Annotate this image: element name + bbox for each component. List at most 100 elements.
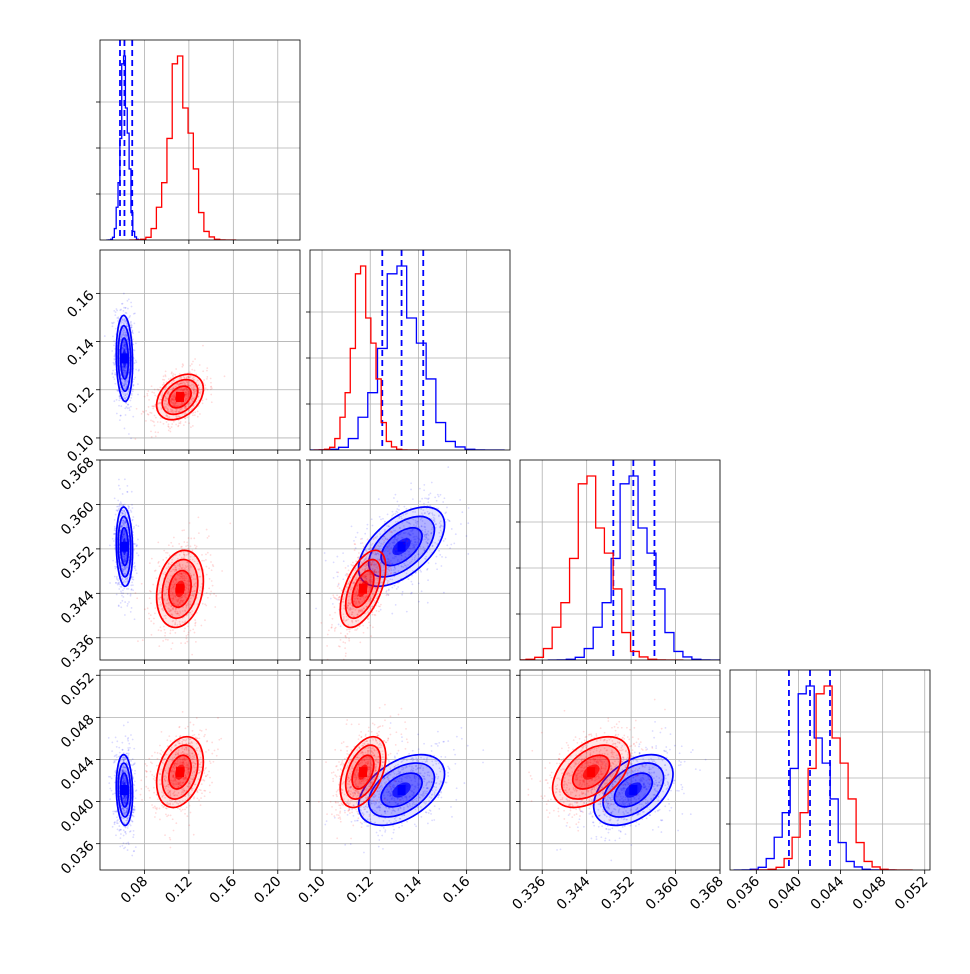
scatter-point	[129, 831, 131, 833]
scatter-point	[121, 742, 123, 744]
scatter-point	[120, 590, 122, 592]
scatter-point	[468, 507, 470, 509]
scatter-point	[151, 391, 153, 393]
scatter-point	[128, 754, 130, 756]
scatter-point	[111, 350, 113, 352]
scatter-point	[135, 360, 137, 362]
scatter-point	[383, 540, 385, 542]
scatter-point	[122, 592, 124, 594]
scatter-point	[117, 500, 119, 502]
scatter-point	[339, 646, 341, 648]
scatter-point	[372, 614, 374, 616]
scatter-point	[184, 642, 186, 644]
scatter-point	[365, 544, 367, 546]
scatter-point	[340, 632, 342, 634]
scatter-point	[421, 498, 423, 500]
scatter-point	[410, 581, 412, 583]
scatter-point	[123, 588, 125, 590]
scatter-point	[152, 584, 154, 586]
scatter-point	[125, 402, 127, 404]
scatter-point	[155, 435, 157, 437]
y-tick-label: 0.16	[64, 288, 97, 321]
scatter-point	[155, 417, 157, 419]
scatter-point	[206, 574, 208, 576]
scatter-point	[116, 594, 118, 596]
scatter-point	[119, 419, 121, 421]
scatter-point	[115, 311, 117, 313]
scatter-point	[114, 378, 116, 380]
density-peak	[176, 392, 184, 402]
scatter-point	[185, 421, 187, 423]
scatter-point	[396, 508, 398, 510]
scatter-point	[388, 590, 390, 592]
scatter-point	[386, 590, 388, 592]
scatter-point	[127, 593, 129, 595]
scatter-point	[439, 554, 441, 556]
scatter-point	[395, 548, 397, 550]
scatter-point	[172, 642, 174, 644]
scatter-point	[197, 410, 199, 412]
panel-content	[509, 460, 728, 660]
scatter-point	[408, 578, 410, 580]
scatter-point	[340, 639, 342, 641]
scatter-point	[128, 407, 130, 409]
scatter-point	[130, 595, 132, 597]
scatter-point	[128, 298, 130, 300]
scatter-point	[186, 541, 188, 543]
scatter-point	[152, 408, 154, 410]
scatter-point	[185, 638, 187, 640]
scatter-point	[353, 540, 355, 542]
scatter-point	[460, 523, 462, 525]
scatter-point	[195, 622, 197, 624]
scatter-point	[345, 653, 347, 655]
density-peak	[176, 584, 184, 594]
scatter-point	[163, 382, 165, 384]
scatter-point	[156, 577, 158, 579]
scatter-point	[133, 543, 135, 545]
scatter-point	[150, 614, 152, 616]
scatter-point	[355, 547, 357, 549]
scatter-point	[142, 410, 144, 412]
scatter-point	[431, 482, 433, 484]
scatter-point	[211, 387, 213, 389]
scatter-point	[428, 497, 430, 499]
scatter-point	[426, 498, 428, 500]
scatter-point	[346, 629, 348, 631]
scatter-point	[391, 613, 393, 615]
scatter-point	[136, 544, 138, 546]
scatter-point	[119, 846, 121, 848]
scatter-point	[328, 629, 330, 631]
scatter-point	[330, 598, 332, 600]
scatter-point	[394, 585, 396, 587]
scatter-point	[393, 497, 395, 499]
scatter-point	[134, 438, 136, 440]
scatter-point	[127, 721, 129, 723]
scatter-point	[116, 816, 118, 818]
scatter-point	[459, 499, 461, 501]
scatter-point	[344, 647, 346, 649]
scatter-point	[198, 532, 200, 534]
scatter-point	[158, 389, 160, 391]
scatter-point	[134, 618, 136, 620]
scatter-point	[122, 589, 124, 591]
scatter-point	[378, 610, 380, 612]
scatter-point	[132, 507, 134, 509]
scatter-point	[190, 426, 192, 428]
scatter-point	[141, 413, 143, 415]
scatter-point	[112, 376, 114, 378]
scatter-point	[132, 519, 134, 521]
scatter-point	[136, 552, 138, 554]
scatter-point	[123, 842, 125, 844]
scatter-point	[444, 538, 446, 540]
scatter-point	[134, 313, 136, 315]
scatter-point	[224, 375, 226, 377]
scatter-point	[352, 562, 354, 564]
scatter-point	[210, 382, 212, 384]
scatter-point	[206, 592, 208, 594]
scatter-point	[160, 626, 162, 628]
scatter-point	[130, 321, 132, 323]
scatter-point	[187, 634, 189, 636]
scatter-point	[206, 367, 208, 369]
